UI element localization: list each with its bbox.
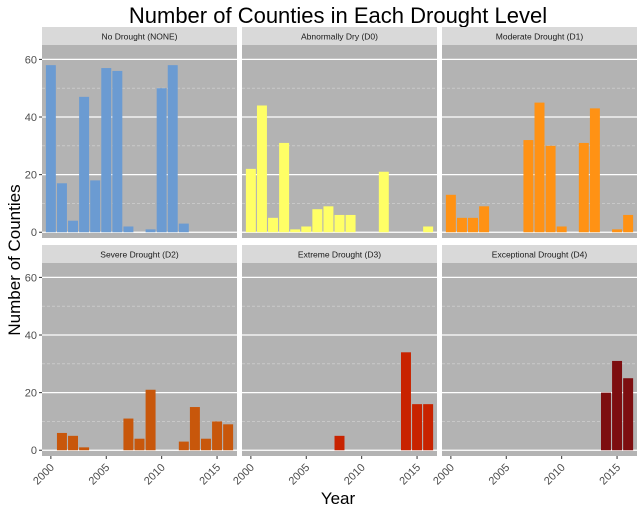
bar (301, 226, 312, 233)
y-tick-label: 20 (25, 170, 37, 182)
bar (79, 96, 90, 233)
bar (189, 407, 200, 451)
bar (345, 214, 356, 233)
bar (134, 438, 145, 451)
facet-strip (242, 27, 437, 45)
bar (423, 404, 434, 451)
facet-panel-1: Abnormally Dry (D0) (242, 27, 437, 238)
panel-background (42, 45, 237, 238)
bar (256, 105, 267, 233)
bar (279, 142, 290, 233)
bar (412, 404, 423, 451)
bar (600, 392, 611, 451)
bar (612, 360, 623, 451)
bar (312, 209, 323, 233)
bar (212, 421, 223, 451)
bar (623, 214, 634, 233)
bar (534, 102, 545, 233)
bar (245, 168, 256, 233)
facet-strip-label: Extreme Drought (D3) (298, 250, 381, 260)
bar (145, 389, 156, 451)
y-tick-label: 60 (25, 54, 37, 66)
bar (45, 65, 56, 233)
facet-panel-0: No Drought (NONE) 0 20 40 60 (25, 27, 237, 239)
facet-strip (442, 27, 637, 45)
facet-strip-label: Exceptional Drought (D4) (492, 250, 588, 260)
bar (123, 418, 134, 451)
bar (178, 441, 189, 451)
bar (290, 229, 301, 233)
bar (90, 180, 101, 233)
x-axis-title: Year (321, 489, 356, 508)
y-axis-title: Number of Counties (5, 184, 24, 335)
bar (156, 88, 167, 233)
bar (445, 194, 456, 233)
bar (145, 229, 156, 233)
facet-panel-5: Exceptional Drought (D4)2000 2005 2010 2015 (431, 245, 637, 487)
facet-strip (242, 245, 437, 263)
facet-strip (42, 245, 237, 263)
bar (112, 70, 123, 233)
bar (589, 108, 600, 233)
bar (323, 206, 334, 233)
facet-strip-label: Severe Drought (D2) (100, 250, 179, 260)
bar (56, 183, 67, 233)
bar (101, 68, 112, 233)
y-tick-label: 0 (31, 445, 37, 457)
bar (123, 226, 134, 233)
bar (167, 65, 178, 233)
bar (479, 206, 490, 233)
bar (334, 435, 345, 451)
bar (556, 226, 567, 233)
facet-panels: No Drought (NONE) 0 20 40 60 Abnormally Dry (… (25, 27, 637, 487)
bar (523, 140, 534, 233)
panel-background (42, 263, 237, 456)
facet-panel-2: Moderate Drought (D1) (442, 27, 637, 238)
facet-strip-label: No Drought (NONE) (101, 32, 177, 42)
bar (612, 229, 623, 233)
y-tick-label: 40 (25, 330, 37, 342)
bar (578, 142, 589, 233)
facet-strip (442, 245, 637, 263)
bar (68, 220, 79, 233)
bar (545, 145, 556, 233)
bar (268, 217, 279, 233)
bar (378, 171, 389, 233)
bar (200, 438, 211, 451)
y-tick-label: 20 (25, 388, 37, 400)
panel-background (242, 45, 437, 238)
chart-title: Number of Counties in Each Drought Level (129, 3, 547, 28)
bar (223, 424, 234, 451)
facet-panel-4: Extreme Drought (D3)2000 2005 2010 2015 (231, 245, 437, 487)
bar (68, 435, 79, 451)
bar (79, 447, 90, 451)
bar (456, 217, 467, 233)
bar (400, 352, 411, 451)
bar (334, 214, 345, 233)
bar (468, 217, 479, 233)
bar (178, 223, 189, 233)
y-tick-label: 60 (25, 272, 37, 284)
bar (623, 378, 634, 451)
facet-strip (42, 27, 237, 45)
y-tick-label: 40 (25, 112, 37, 124)
facet-strip-label: Moderate Drought (D1) (496, 32, 584, 42)
bar (56, 432, 67, 451)
facet-strip-label: Abnormally Dry (D0) (301, 32, 378, 42)
y-tick-label: 0 (31, 227, 37, 239)
bar (423, 226, 434, 233)
